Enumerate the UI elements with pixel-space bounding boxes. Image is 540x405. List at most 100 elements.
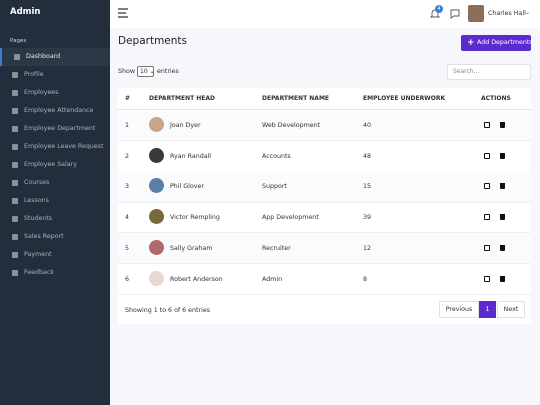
department-name: App Development (262, 214, 319, 222)
column-header: ACTIONS (481, 95, 511, 102)
entries-select[interactable]: 10 ⌄ (137, 66, 155, 77)
page-button[interactable]: 1 (479, 301, 496, 318)
search-input[interactable]: Search... (447, 64, 531, 80)
head-avatar (149, 117, 164, 132)
row-number: 2 (125, 152, 130, 160)
menu-item[interactable]: Employees (0, 84, 110, 102)
column-header: DEPARTMENT HEAD (149, 95, 216, 102)
navbar: 4 Charles Hall ⌄ (110, 0, 540, 28)
chat-icon[interactable] (450, 9, 460, 19)
head-name: Sally Graham (170, 244, 213, 252)
menu-icon (14, 54, 20, 60)
delete-icon[interactable] (500, 214, 505, 221)
menu-icon (12, 126, 18, 132)
delete-icon[interactable] (500, 183, 505, 190)
page-button[interactable]: Previous (439, 301, 479, 318)
edit-icon[interactable] (484, 183, 490, 190)
menu-icon (12, 216, 18, 222)
head-name: Phil Glover (170, 183, 204, 191)
menu-item[interactable]: Feedback (0, 264, 110, 282)
menu-item[interactable]: Employee Leave Request (0, 138, 110, 156)
user-name[interactable]: Charles Hall (488, 10, 526, 17)
row-divider (118, 140, 531, 142)
row-stripe (118, 232, 531, 264)
row-divider (118, 201, 531, 203)
department-name: Admin (262, 275, 283, 283)
row-number: 6 (125, 275, 130, 283)
user-avatar[interactable] (468, 5, 484, 22)
menu-item[interactable]: Employee Salary (0, 156, 110, 174)
entries-value: 10 (140, 68, 148, 75)
row-number: 1 (125, 122, 130, 129)
row-number: 4 (125, 214, 130, 222)
menu-icon (12, 72, 18, 78)
head-name: Ryan Randall (170, 152, 212, 160)
notification-badge: 4 (435, 5, 443, 13)
entries-label: entries (157, 68, 179, 75)
employee-count: 39 (363, 214, 372, 222)
edit-icon[interactable] (484, 214, 490, 221)
menu-icon (12, 234, 18, 240)
employee-count: 8 (363, 275, 368, 283)
column-header: # (125, 95, 131, 102)
sidebar: Admin Pages Dashboard Profile Employees Emp… (0, 0, 110, 405)
delete-icon[interactable] (500, 122, 505, 128)
menu-icon (12, 108, 18, 114)
delete-icon[interactable] (500, 152, 505, 159)
menu-icon (12, 90, 18, 96)
employee-count: 48 (363, 152, 372, 160)
head-name: Robert Anderson (170, 275, 223, 283)
department-name: Support (262, 183, 287, 191)
menu-item[interactable]: Sales Report (0, 228, 110, 246)
menu-item[interactable]: Dashboard (0, 48, 110, 66)
menu-icon (12, 198, 18, 204)
department-name: Web Development (262, 122, 321, 129)
menu-item[interactable]: Employee Department (0, 120, 110, 138)
row-divider (118, 293, 531, 295)
page-title: Departments (118, 35, 188, 47)
plus-icon: + (467, 38, 475, 48)
brand: Admin (10, 7, 41, 17)
delete-icon[interactable] (500, 244, 505, 251)
menu-toggle[interactable] (118, 8, 129, 18)
head-name: Joan Dyer (170, 122, 201, 129)
edit-icon[interactable] (484, 122, 490, 128)
department-name: Accounts (262, 152, 291, 160)
add-label: Add Departments (477, 39, 533, 46)
table-info: Showing 1 to 6 of 6 entries (125, 307, 210, 314)
add-button[interactable]: + Add Departments (461, 35, 533, 51)
menu-item[interactable]: Profile (0, 66, 110, 84)
caret: ⌄ (525, 9, 531, 16)
row-number: 3 (125, 183, 130, 191)
employee-count: 40 (363, 122, 372, 129)
header-divider (118, 109, 531, 110)
show-label: Show (118, 68, 135, 75)
menu-item[interactable]: Employee Attendance (0, 102, 110, 120)
page-button[interactable]: Next (497, 301, 525, 318)
department-name: Recruiter (262, 244, 291, 252)
row-number: 5 (125, 244, 130, 252)
head-avatar (149, 239, 164, 255)
column-header: EMPLOYEE UNDERWORK (363, 95, 446, 102)
menu-icon (12, 252, 18, 258)
column-header: DEPARTMENT NAME (262, 95, 330, 102)
employee-count: 12 (363, 244, 372, 252)
menu-item[interactable]: Payment (0, 246, 110, 264)
menu-icon (12, 270, 18, 276)
head-name: Victor Rempling (170, 214, 220, 222)
edit-icon[interactable] (484, 152, 490, 159)
head-avatar (149, 147, 164, 163)
head-avatar (149, 209, 164, 225)
menu-item[interactable]: Lessons (0, 192, 110, 210)
delete-icon[interactable] (500, 275, 505, 282)
menu-item[interactable]: Students (0, 210, 110, 228)
menu-icon (12, 162, 18, 168)
employee-count: 15 (363, 183, 372, 191)
edit-icon[interactable] (484, 244, 490, 251)
row-stripe (118, 110, 531, 141)
edit-icon[interactable] (484, 275, 490, 282)
head-avatar (149, 178, 164, 194)
menu-item[interactable]: Courses (0, 174, 110, 192)
table-card: # DEPARTMENT HEAD DEPARTMENT NAME EMPLOYEE … (118, 88, 531, 324)
